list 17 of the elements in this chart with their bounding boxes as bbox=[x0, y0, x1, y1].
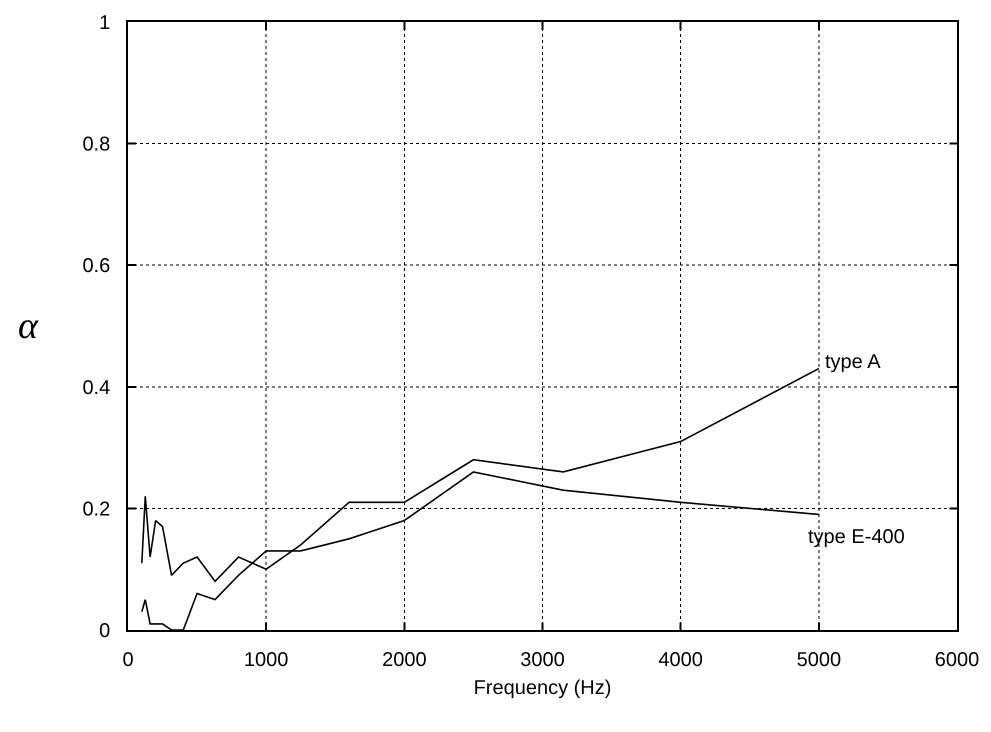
y-tick-label: 0.8 bbox=[82, 134, 110, 156]
x-tick-label: 1000 bbox=[244, 648, 288, 671]
series-label: type A bbox=[825, 351, 882, 373]
x-tick-label: 4000 bbox=[658, 648, 703, 671]
x-tick-label: 6000 bbox=[934, 648, 980, 671]
x-axis-title: Frequency (Hz) bbox=[474, 676, 612, 699]
x-tick-label: 3000 bbox=[520, 648, 565, 671]
x-tick-label: 2000 bbox=[382, 648, 427, 671]
y-tick-label: 1 bbox=[99, 12, 110, 34]
x-tick-label: 5000 bbox=[796, 648, 842, 671]
x-tick-label: 0 bbox=[122, 648, 134, 671]
y-tick-label: 0.2 bbox=[82, 498, 110, 520]
y-axis-title: α bbox=[18, 305, 39, 347]
y-tick-label: 0.4 bbox=[82, 376, 110, 399]
series-label: type E-400 bbox=[808, 526, 905, 548]
y-tick-label: 0 bbox=[99, 620, 110, 642]
y-tick-label: 0.6 bbox=[82, 255, 110, 278]
